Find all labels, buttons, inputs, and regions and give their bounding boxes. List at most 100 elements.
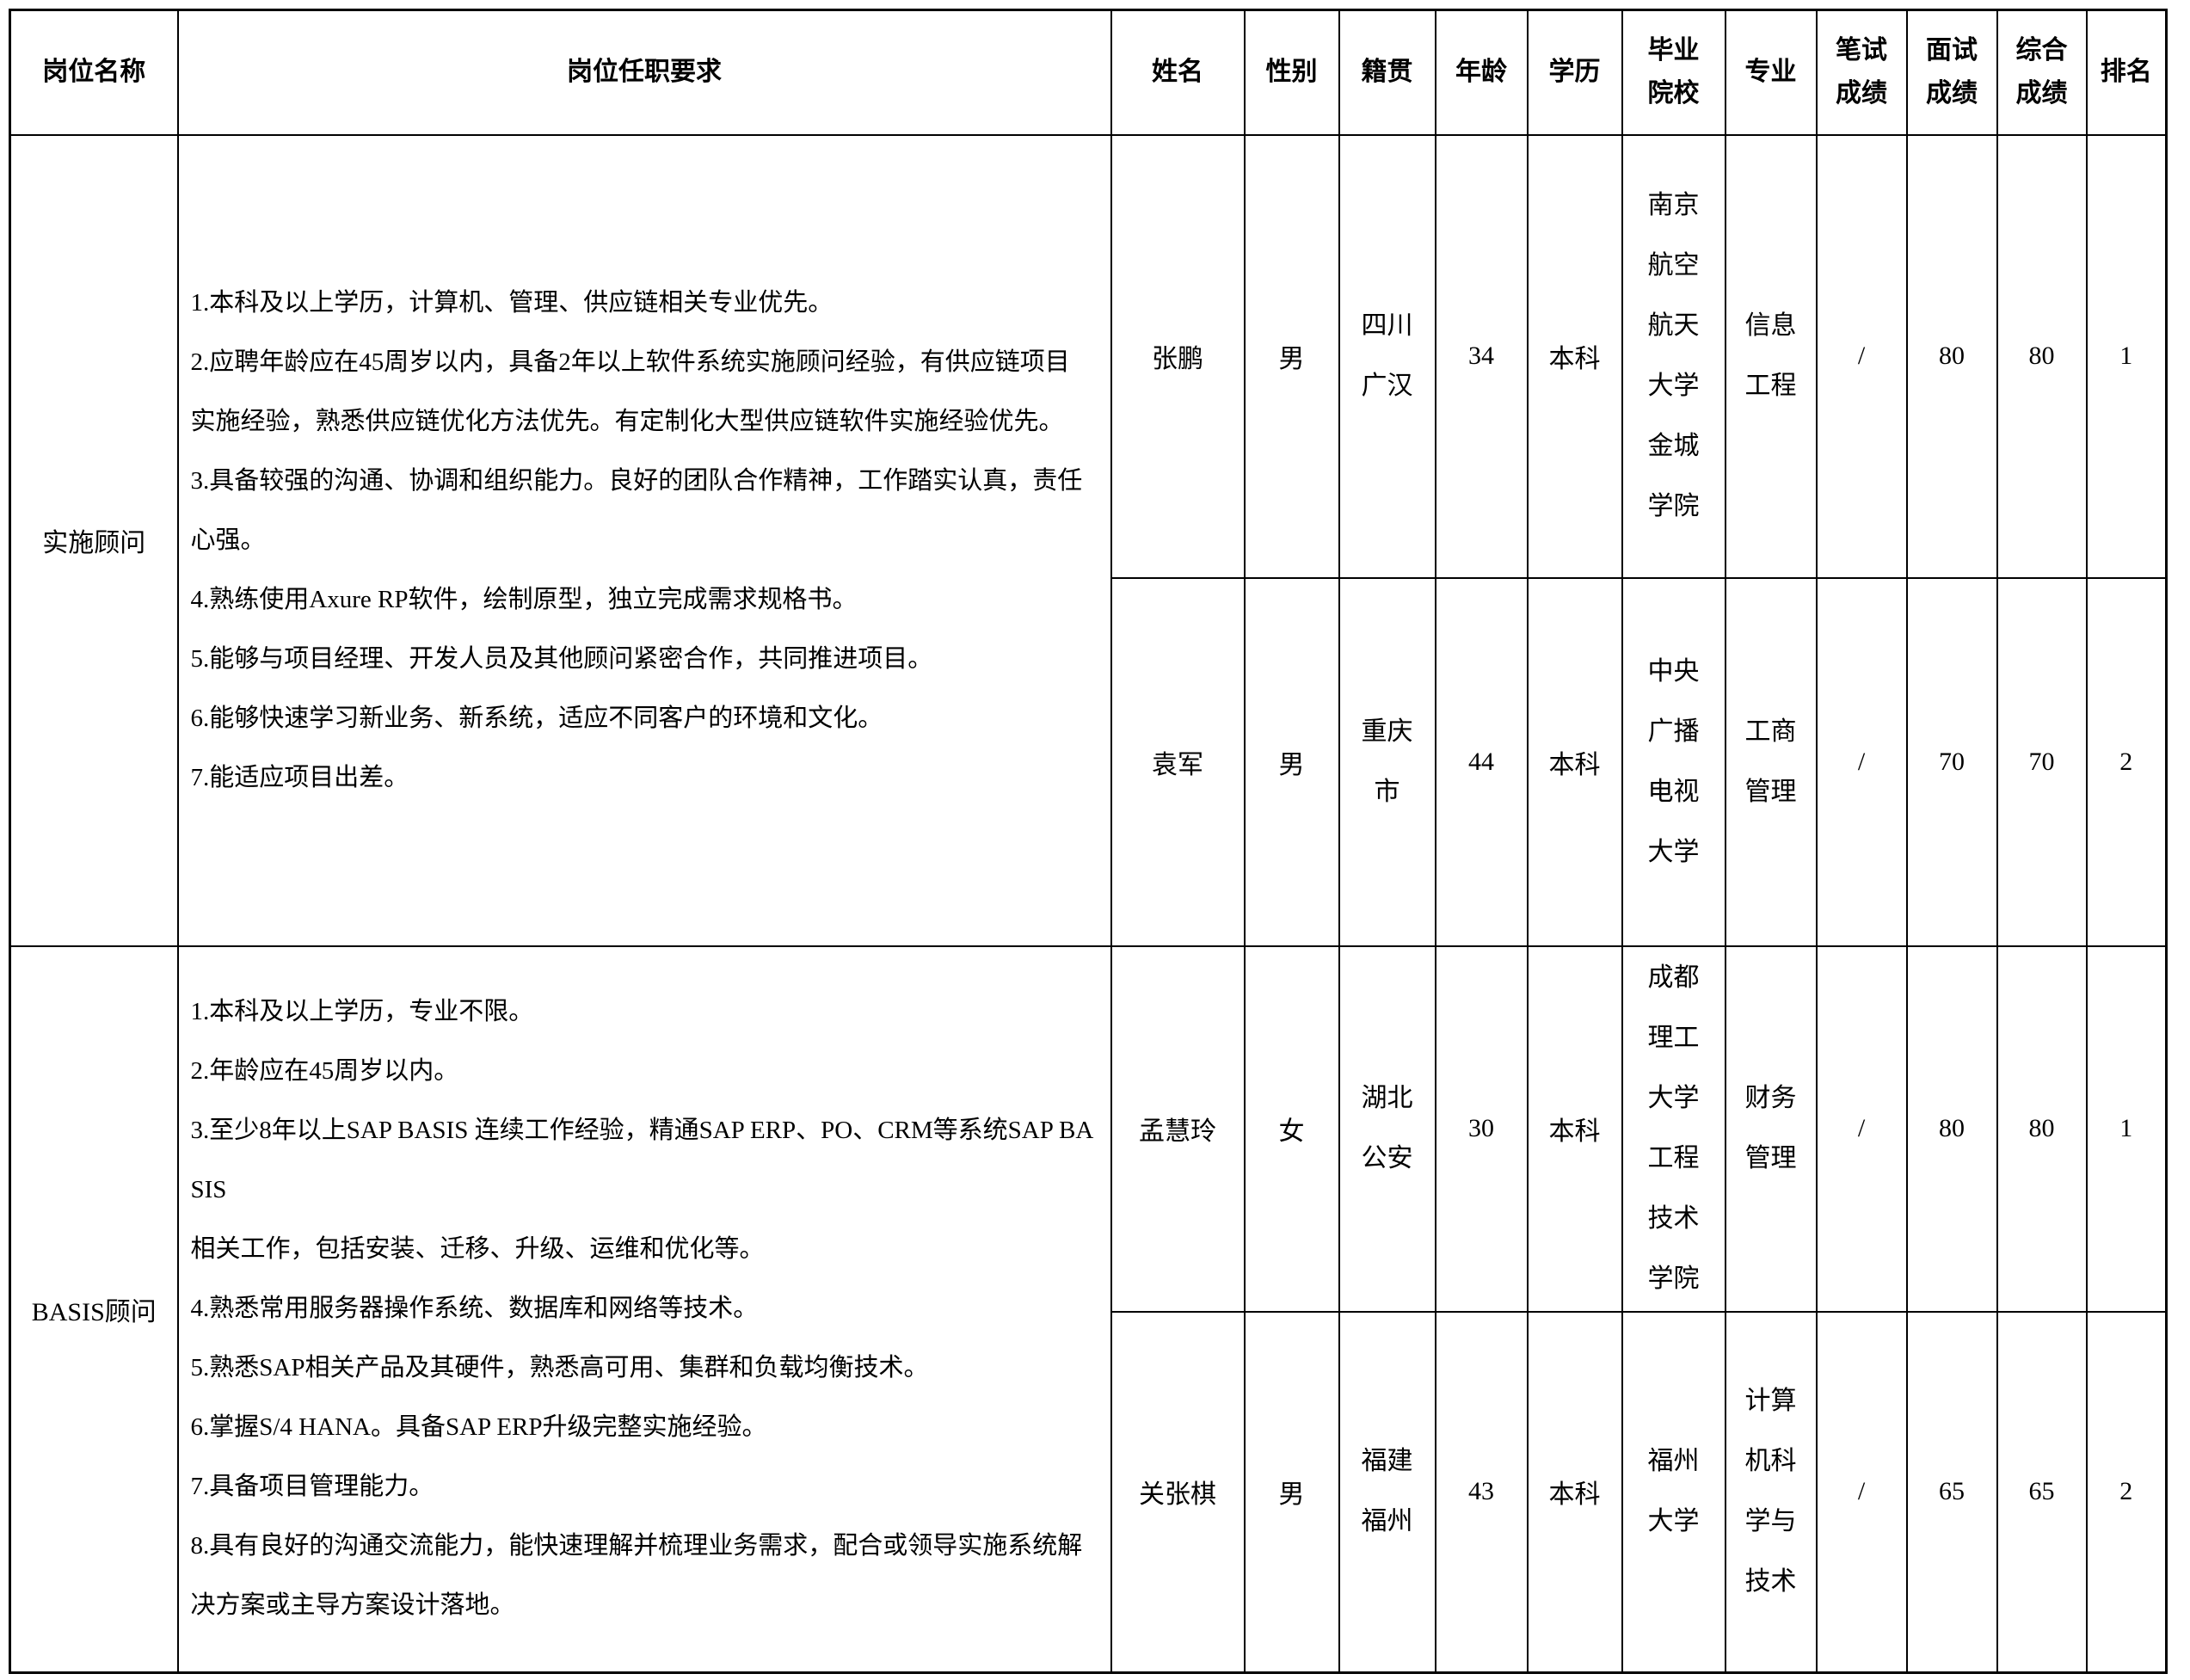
requirement-item: 8.具有良好的沟通交流能力，能快速理解并梳理业务需求，配合或领导实施系统解 决方… xyxy=(190,1532,1083,1620)
age-cell: 30 xyxy=(1434,945,1529,1313)
gender-cell: 男 xyxy=(1243,133,1340,579)
name-cell: 袁军 xyxy=(1110,576,1246,947)
requirement-item: 6.能够快速学习新业务、新系统，适应不同客户的环境和文化。 xyxy=(190,704,883,732)
interview-score-cell: 80 xyxy=(1905,945,1998,1313)
position-name-cell: 实施顾问 xyxy=(9,133,179,947)
native-place-cell: 福建福州 xyxy=(1338,1310,1436,1674)
header-interview-score-label: 面试成绩 xyxy=(1926,36,1978,108)
overall-score-cell: 70 xyxy=(1996,576,2088,947)
name-cell: 关张棋 xyxy=(1110,1310,1246,1674)
written-score-cell: / xyxy=(1815,576,1908,947)
native-place-cell: 四川广汉 xyxy=(1338,133,1436,579)
requirement-item: 3.具备较强的沟通、协调和组织能力。良好的团队合作精神，工作踏实认真，责任 心强… xyxy=(190,466,1083,554)
native-place-text: 湖北公安 xyxy=(1361,1084,1413,1172)
header-school-label: 毕业院校 xyxy=(1647,36,1700,108)
written-score-cell: / xyxy=(1815,1310,1908,1674)
rank-cell: 2 xyxy=(2085,1310,2168,1674)
school-text: 南京航空航天大学金城学院 xyxy=(1647,191,1700,520)
school-text: 成都理工大学工程技术学院 xyxy=(1647,963,1700,1293)
native-place-text: 重庆市 xyxy=(1361,717,1413,806)
requirement-item: 6.掌握S/4 HANA。具备SAP ERP升级完整实施经验。 xyxy=(190,1413,767,1442)
requirement-item: 4.熟悉常用服务器操作系统、数据库和网络等技术。 xyxy=(190,1295,759,1323)
header-gender: 性别 xyxy=(1243,9,1340,136)
recruitment-results-table: 岗位名称 岗位任职要求 姓名 性别 籍贯 年龄 学历 毕业院校 专业 笔试成绩 … xyxy=(9,9,2168,1674)
header-school: 毕业院校 xyxy=(1621,9,1726,136)
gender-cell: 男 xyxy=(1243,1310,1340,1674)
requirement-item: 2.应聘年龄应在45周岁以内，具备2年以上软件系统实施顾问经验，有供应链项目 实… xyxy=(190,348,1070,435)
education-cell: 本科 xyxy=(1526,945,1623,1313)
candidate-row: 关张棋 男 福建福州 43 本科 福州大学 计算机科学与技术 / 65 65 2 xyxy=(10,1310,2168,1674)
header-written-score: 笔试成绩 xyxy=(1815,9,1908,136)
interview-score-cell: 65 xyxy=(1905,1310,1998,1674)
candidate-row: 袁军 男 重庆市 44 本科 中央广播电视大学 工商管理 / 70 70 2 xyxy=(10,576,2168,947)
overall-score-cell: 65 xyxy=(1996,1310,2088,1674)
gender-cell: 女 xyxy=(1243,945,1340,1313)
requirements-list: 1.本科及以上学历，计算机、管理、供应链相关专业优先。 2.应聘年龄应在45周岁… xyxy=(180,274,1110,808)
school-cell: 南京航空航天大学金城学院 xyxy=(1621,133,1726,579)
requirement-item: 1.本科及以上学历，专业不限。 xyxy=(190,998,534,1026)
rank-cell: 1 xyxy=(2085,133,2168,579)
rank-cell: 1 xyxy=(2085,945,2168,1313)
header-major: 专业 xyxy=(1724,9,1818,136)
header-overall-score-label: 综合成绩 xyxy=(2015,36,2068,108)
position-name-cell: BASIS顾问 xyxy=(9,945,179,1674)
school-cell: 成都理工大学工程技术学院 xyxy=(1621,945,1726,1313)
header-name: 姓名 xyxy=(1110,9,1246,136)
major-text: 计算机科学与技术 xyxy=(1744,1387,1797,1597)
education-cell: 本科 xyxy=(1526,1310,1623,1674)
requirements-list: 1.本科及以上学历，专业不限。 2.年龄应在45周岁以内。 3.至少8年以上SA… xyxy=(180,982,1110,1635)
school-text: 福州大学 xyxy=(1647,1447,1700,1536)
header-age: 年龄 xyxy=(1434,9,1529,136)
header-position-name: 岗位名称 xyxy=(9,9,179,136)
requirement-item: 5.能够与项目经理、开发人员及其他顾问紧密合作，共同推进项目。 xyxy=(190,644,933,673)
age-cell: 34 xyxy=(1434,133,1529,579)
requirements-cell: 1.本科及以上学历，专业不限。 2.年龄应在45周岁以内。 3.至少8年以上SA… xyxy=(176,945,1112,1674)
school-text: 中央广播电视大学 xyxy=(1647,656,1700,866)
requirement-item: 1.本科及以上学历，计算机、管理、供应链相关专业优先。 xyxy=(190,288,834,317)
major-cell: 财务管理 xyxy=(1724,945,1818,1313)
header-overall-score: 综合成绩 xyxy=(1996,9,2088,136)
requirement-item: 5.熟悉SAP相关产品及其硬件，熟悉高可用、集群和负载均衡技术。 xyxy=(190,1354,929,1382)
name-cell: 张鹏 xyxy=(1110,133,1246,579)
name-cell: 孟慧玲 xyxy=(1110,945,1246,1313)
education-cell: 本科 xyxy=(1526,576,1623,947)
overall-score-cell: 80 xyxy=(1996,133,2088,579)
header-native-place: 籍贯 xyxy=(1338,9,1436,136)
requirement-item: 7.能适应项目出差。 xyxy=(190,763,409,791)
age-cell: 44 xyxy=(1434,576,1529,947)
major-text: 财务管理 xyxy=(1744,1084,1797,1172)
major-text: 信息工程 xyxy=(1744,311,1797,400)
header-rank: 排名 xyxy=(2085,9,2168,136)
school-cell: 中央广播电视大学 xyxy=(1621,576,1726,947)
header-education: 学历 xyxy=(1526,9,1623,136)
major-cell: 工商管理 xyxy=(1724,576,1818,947)
gender-cell: 男 xyxy=(1243,576,1340,947)
interview-score-cell: 70 xyxy=(1905,576,1998,947)
native-place-cell: 重庆市 xyxy=(1338,576,1436,947)
major-cell: 信息工程 xyxy=(1724,133,1818,579)
major-cell: 计算机科学与技术 xyxy=(1724,1310,1818,1674)
overall-score-cell: 80 xyxy=(1996,945,2088,1313)
education-cell: 本科 xyxy=(1526,133,1623,579)
rank-cell: 2 xyxy=(2085,576,2168,947)
major-text: 工商管理 xyxy=(1744,717,1797,806)
native-place-cell: 湖北公安 xyxy=(1338,945,1436,1313)
candidate-row: BASIS顾问 1.本科及以上学历，专业不限。 2.年龄应在45周岁以内。 3.… xyxy=(9,945,2168,1674)
header-row: 岗位名称 岗位任职要求 姓名 性别 籍贯 年龄 学历 毕业院校 专业 笔试成绩 … xyxy=(9,9,2168,136)
requirement-item: 3.至少8年以上SAP BASIS 连续工作经验，精通SAP ERP、PO、CR… xyxy=(190,1117,1094,1264)
written-score-cell: / xyxy=(1815,945,1908,1313)
requirement-item: 4.熟练使用Axure RP软件，绘制原型，独立完成需求规格书。 xyxy=(190,585,858,613)
interview-score-cell: 80 xyxy=(1905,133,1998,579)
requirement-item: 2.年龄应在45周岁以内。 xyxy=(190,1057,459,1086)
native-place-text: 四川广汉 xyxy=(1361,311,1413,400)
header-requirements: 岗位任职要求 xyxy=(176,9,1112,136)
requirement-item: 7.具备项目管理能力。 xyxy=(190,1473,434,1501)
requirements-cell: 1.本科及以上学历，计算机、管理、供应链相关专业优先。 2.应聘年龄应在45周岁… xyxy=(176,133,1112,947)
header-written-score-label: 笔试成绩 xyxy=(1836,36,1887,108)
candidate-row: 实施顾问 1.本科及以上学历，计算机、管理、供应链相关专业优先。 2.应聘年龄应… xyxy=(9,133,2168,947)
native-place-text: 福建福州 xyxy=(1361,1447,1413,1536)
header-interview-score: 面试成绩 xyxy=(1905,9,1998,136)
age-cell: 43 xyxy=(1434,1310,1529,1674)
written-score-cell: / xyxy=(1815,133,1908,579)
